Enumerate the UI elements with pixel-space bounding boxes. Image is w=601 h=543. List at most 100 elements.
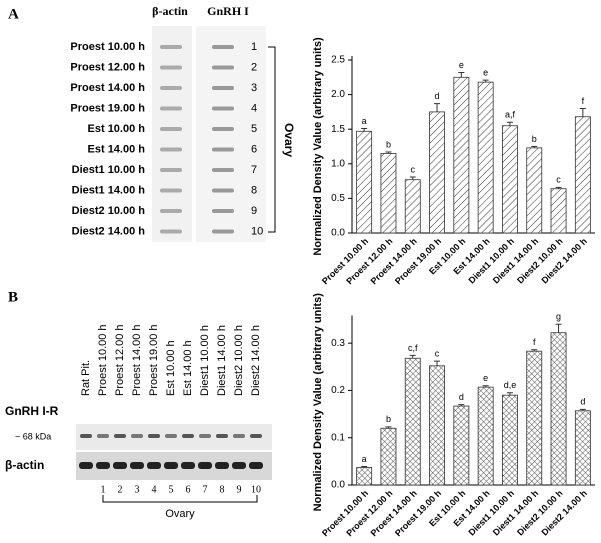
band — [160, 106, 182, 111]
error-bar — [482, 79, 489, 83]
error-bar — [434, 360, 441, 366]
lane-number: 10 — [251, 484, 261, 495]
band — [199, 434, 211, 438]
lane-label: Diest1 14.00 h — [72, 184, 146, 196]
band — [212, 86, 234, 90]
y-tick-label: 0.2 — [331, 385, 345, 396]
lane-label: Diest1 10.00 h — [199, 325, 211, 396]
band — [232, 462, 246, 469]
error-bar — [579, 408, 586, 411]
band — [198, 462, 212, 469]
significance-letter: a,f — [505, 110, 516, 120]
significance-letter: a — [362, 454, 367, 464]
error-bar — [385, 426, 392, 429]
lane-label: Diest2 10.00 h — [233, 325, 245, 396]
lane-number: 6 — [186, 484, 191, 495]
band — [181, 462, 195, 469]
lane-label: Proest 10.00 h — [97, 324, 109, 396]
lane-label: Est 10.00 h — [88, 123, 146, 135]
y-axis-label: Normalized Density Value (arbitrary unit… — [312, 37, 324, 256]
significance-letter: c,f — [408, 343, 418, 353]
band — [96, 462, 110, 469]
significance-letter: e — [459, 60, 464, 70]
y-tick-label: 2.0 — [331, 89, 345, 100]
lane-number: 3 — [135, 484, 140, 495]
band — [113, 462, 127, 469]
error-bar — [458, 71, 465, 78]
y-tick-label: 2.5 — [331, 55, 345, 66]
bar — [477, 386, 494, 486]
lane-number: 6 — [251, 143, 257, 155]
lane-label: Proest 10.00 h — [70, 41, 145, 53]
band — [212, 65, 234, 70]
bar — [526, 147, 543, 234]
lane-number: 7 — [203, 484, 208, 495]
group-label: Ovary — [165, 508, 195, 520]
bar — [429, 111, 445, 234]
lane-number: 2 — [118, 484, 123, 495]
band — [97, 434, 109, 438]
y-tick-label: 0.0 — [331, 228, 345, 239]
lane-number: 8 — [251, 184, 257, 196]
y-tick-label: 0.0 — [331, 480, 345, 491]
lane-number: 8 — [220, 484, 225, 495]
significance-letter: d,e — [504, 380, 517, 390]
lane-number: 4 — [251, 102, 257, 114]
blot-header: β-actin — [152, 4, 188, 18]
lane-label: Est 14.00 h — [182, 340, 194, 396]
significance-letter: c — [435, 348, 440, 358]
band — [212, 188, 234, 193]
lane-number: 1 — [251, 41, 257, 53]
error-bar — [531, 349, 538, 352]
y-axis-label: Normalized Density Value (arbitrary unit… — [312, 293, 324, 512]
band — [182, 434, 194, 438]
bar — [574, 116, 591, 234]
bar — [550, 332, 567, 486]
y-tick-label: 0.3 — [331, 338, 345, 349]
significance-letter: a — [362, 116, 367, 126]
band — [233, 434, 245, 438]
significance-letter: b — [386, 139, 391, 149]
bar — [502, 394, 518, 486]
band — [212, 45, 234, 49]
band — [160, 147, 182, 152]
band — [114, 434, 126, 438]
band — [212, 229, 234, 234]
error-bar — [458, 404, 465, 407]
y-tick-label: 0.5 — [331, 193, 345, 204]
bar — [453, 405, 470, 486]
bar — [477, 81, 494, 234]
lane-label: Proest 19.00 h — [70, 102, 145, 114]
lane-label: Proest 14.00 h — [131, 324, 143, 396]
lane-number: 5 — [251, 123, 257, 135]
row-label: GnRH I-R — [5, 404, 59, 418]
band — [212, 147, 234, 152]
error-bar — [555, 323, 562, 333]
bracket — [102, 495, 258, 503]
band — [160, 86, 182, 90]
lane-number: 5 — [169, 484, 174, 495]
lane-label: Diest1 14.00 h — [216, 325, 228, 396]
error-bar — [434, 103, 441, 112]
lane-number: 9 — [251, 205, 257, 217]
bar — [404, 357, 421, 486]
lane-number: 3 — [251, 82, 257, 94]
band — [130, 462, 144, 469]
lane-label: Est 14.00 h — [88, 143, 146, 155]
band — [147, 462, 161, 469]
error-bar — [555, 186, 562, 189]
lane-number: 10 — [251, 225, 263, 237]
bar — [453, 76, 470, 234]
bracket — [268, 46, 276, 233]
lane-label: Proest 19.00 h — [148, 324, 160, 396]
bar — [356, 130, 373, 234]
significance-letter: g — [556, 312, 561, 322]
bar — [574, 410, 591, 486]
blot-header: GnRH I — [207, 4, 249, 18]
significance-letter: f — [582, 96, 585, 106]
error-bar — [385, 151, 392, 154]
band — [160, 45, 182, 49]
row-label: β-actin — [5, 458, 44, 472]
significance-letter: c — [411, 164, 416, 174]
